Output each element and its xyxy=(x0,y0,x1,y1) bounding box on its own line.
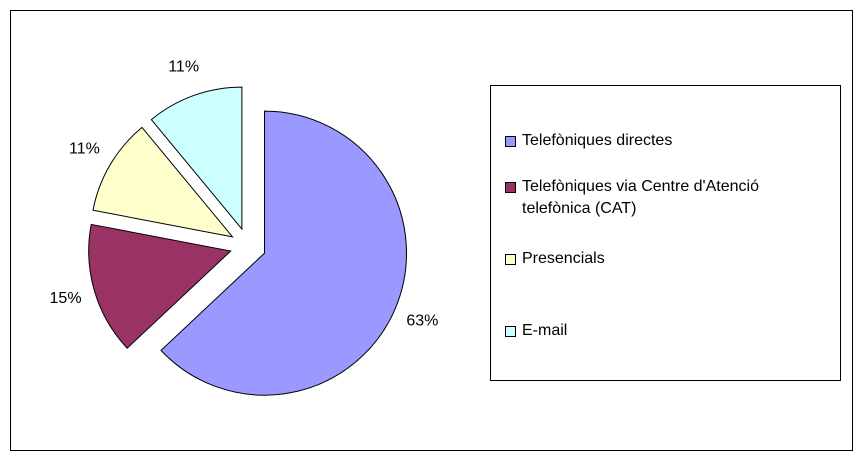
legend-swatch xyxy=(505,136,516,147)
legend-swatch xyxy=(505,254,516,265)
data-label: 11% xyxy=(69,141,100,158)
data-label: 15% xyxy=(50,290,82,307)
chart-border xyxy=(10,10,853,451)
legend-label: E-mail xyxy=(522,322,568,339)
legend-label: Telefòniques via Centre d'Atenció telefò… xyxy=(522,178,759,217)
pie-slice xyxy=(150,86,243,231)
legend-label: Telefòniques directes xyxy=(522,132,673,149)
legend-item: Presencials xyxy=(505,248,805,270)
pie-slice xyxy=(92,126,234,238)
legend-item: Telefòniques directes xyxy=(505,130,805,152)
legend-item: Telefòniques via Centre d'Atenció telefò… xyxy=(505,176,805,220)
legend-label: Presencials xyxy=(522,250,605,267)
pie-slice xyxy=(88,223,232,349)
pie-slice xyxy=(160,110,407,396)
legend-swatch xyxy=(505,182,516,193)
legend: Telefòniques directes Telefòniques via Ce… xyxy=(490,85,841,381)
legend-item: E-mail xyxy=(505,320,805,342)
legend-swatch xyxy=(505,326,516,337)
data-label: 63% xyxy=(406,313,438,330)
data-label: 11% xyxy=(168,58,199,75)
